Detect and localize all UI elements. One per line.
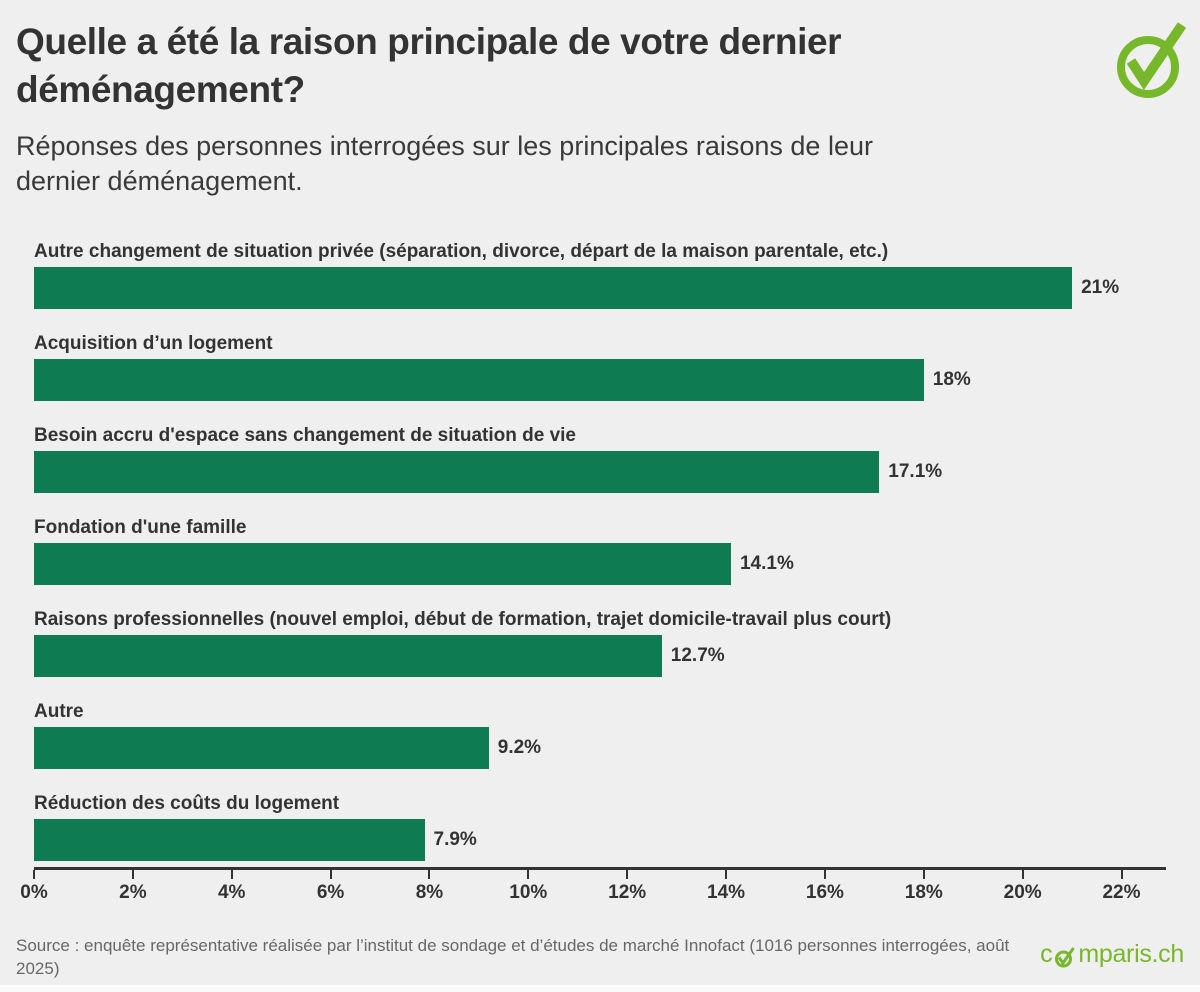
bar-value-label: 18% [932,369,971,391]
bar-rect [34,451,880,494]
bar-category-label: Réduction des coûts du logement [34,793,340,815]
comparis-logo-text-pre: c [1040,940,1053,969]
bar-rect [34,543,731,586]
x-axis-tick [428,870,431,880]
page-subtitle-line2: dernier déménagement. [16,166,303,197]
x-axis-tick [329,870,332,880]
x-axis-tick [725,870,728,880]
bar-value-label: 7.9% [433,829,477,851]
x-axis-tick [922,870,925,880]
footer: Source : enquête représentative réalisée… [0,913,1200,981]
bar-line: 21% [34,267,1166,310]
x-axis-tick-label: 22% [1102,882,1141,904]
x-axis-tick [230,870,233,880]
bar-chart: Autre changement de situation privée (sé… [34,241,1166,862]
page-title-line1: Quelle a été la raison principale de vot… [16,21,842,62]
bar-chart-row: Réduction des coûts du logement 7.9% [34,793,1166,862]
bar-rect [34,819,425,862]
x-axis-tick [131,870,134,880]
header: Quelle a été la raison principale de vot… [0,0,1200,199]
x-axis-tick-label: 6% [316,882,345,904]
bar-category-label: Raisons professionnelles (nouvel emploi,… [34,609,892,631]
x-axis-tick [33,870,35,880]
bar-value-label: 14.1% [739,553,794,575]
bar-category-label: Fondation d'une famille [34,517,247,539]
bar-value-label: 9.2% [497,737,542,759]
x-axis: 0% 2% 4% 6% 8% 10% 12% 14% 16% 18% 20% [20,867,1166,913]
x-axis-tick [1120,870,1123,880]
bar-line: 17.1% [34,451,1166,494]
check-circle-icon [1108,10,1190,100]
bar-line: 14.1% [34,543,1166,586]
x-axis-tick-label: 4% [217,882,246,904]
x-axis-tick [527,870,530,880]
x-axis-tick-label: 14% [707,882,746,904]
bar-category-label: Autre changement de situation privée (sé… [34,241,889,263]
bar-rect [34,359,924,402]
bar-category-label: Besoin accru d'espace sans changement de… [34,425,576,447]
x-axis-tick-label: 10% [509,882,548,904]
bar-value-label: 12.7% [670,645,725,667]
bar-category-label: Acquisition d’un logement [34,333,273,355]
comparis-logo-text-post: mparis.ch [1078,940,1184,969]
bar-line: 12.7% [34,635,1166,678]
bar-chart-row: Autre changement de situation privée (sé… [34,241,1166,310]
comparis-logo: c mparis.ch [1040,940,1184,969]
x-axis-tick-label: 18% [904,882,943,904]
page-title: Quelle a été la raison principale de vot… [16,18,1184,114]
bar-value-label: 17.1% [888,461,943,483]
bottom-edge-strip [0,985,1200,992]
bar-chart-row: Autre 9.2% [34,701,1166,770]
x-axis-tick-label: 0% [20,882,48,904]
x-axis-tick-label: 2% [119,882,147,904]
bar-rect [34,267,1073,310]
x-axis-tick [1021,870,1024,880]
x-axis-line [34,867,1166,871]
bar-rect [34,635,662,678]
x-axis-tick-label: 12% [608,882,647,904]
page-subtitle: Réponses des personnes interrogées sur l… [16,129,1184,199]
comparis-check-icon [1055,947,1076,968]
page-subtitle-line1: Réponses des personnes interrogées sur l… [16,131,873,162]
bar-category-label: Autre [34,701,84,723]
bar-chart-row: Besoin accru d'espace sans changement de… [34,425,1166,494]
x-axis-tick-label: 8% [415,882,444,904]
page-title-line2: déménagement? [16,69,305,111]
bar-chart-row: Fondation d'une famille 14.1% [34,517,1166,586]
x-axis-tick [823,870,826,880]
bar-rect [34,727,489,770]
x-axis-tick-label: 16% [805,882,844,904]
bar-chart-row: Raisons professionnelles (nouvel emploi,… [34,609,1166,678]
bar-chart-row: Acquisition d’un logement 18% [34,333,1166,402]
bar-value-label: 21% [1081,277,1120,299]
bar-line: 9.2% [34,727,1166,770]
x-axis-tick [626,870,629,880]
bar-line: 7.9% [34,819,1166,862]
source-note: Source : enquête représentative réalisée… [16,936,1010,979]
bar-line: 18% [34,359,1166,402]
x-axis-tick-label: 20% [1003,882,1042,904]
chart-rows: Autre changement de situation privée (sé… [34,241,1166,862]
